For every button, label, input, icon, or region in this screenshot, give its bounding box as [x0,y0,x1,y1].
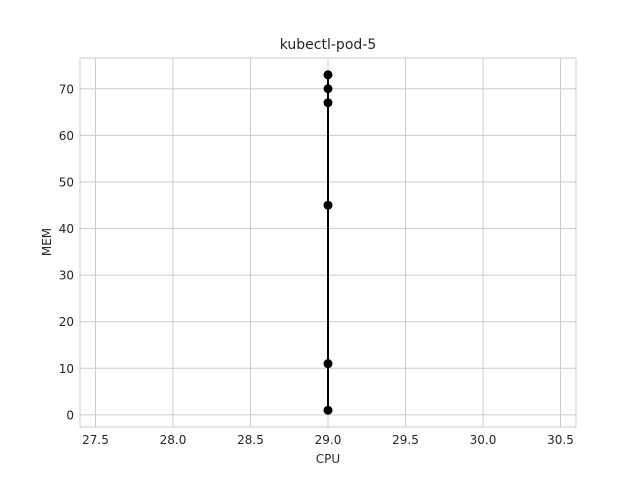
data-point [323,98,333,108]
data-point [323,359,333,369]
x-tick-label: 30.5 [547,433,574,447]
y-tick-label: 10 [59,362,74,376]
x-tick-label: 29.0 [315,433,342,447]
y-tick-label: 70 [59,82,74,96]
data-point [323,200,333,210]
x-axis-ticks: 27.5 28.0 28.5 29.0 29.5 30.0 30.5 [82,433,574,447]
x-tick-label: 30.0 [470,433,497,447]
y-tick-label: 20 [59,315,74,329]
y-axis-label: MEM [40,228,54,256]
y-tick-label: 40 [59,222,74,236]
x-axis-label: CPU [316,452,340,466]
data-point [323,84,333,94]
y-axis-ticks: 0 10 20 30 40 50 60 70 [59,82,74,422]
x-tick-label: 27.5 [82,433,109,447]
series-layer [323,70,333,415]
data-point [323,405,333,415]
x-tick-label: 28.5 [237,433,264,447]
data-point [323,70,333,80]
y-tick-label: 60 [59,129,74,143]
y-tick-label: 0 [66,408,74,422]
x-tick-label: 29.5 [392,433,419,447]
y-tick-label: 50 [59,175,74,189]
chart-title: kubectl-pod-5 [280,37,376,53]
plot-frame [79,57,577,428]
y-tick-label: 30 [59,269,74,283]
x-tick-label: 28.0 [160,433,187,447]
